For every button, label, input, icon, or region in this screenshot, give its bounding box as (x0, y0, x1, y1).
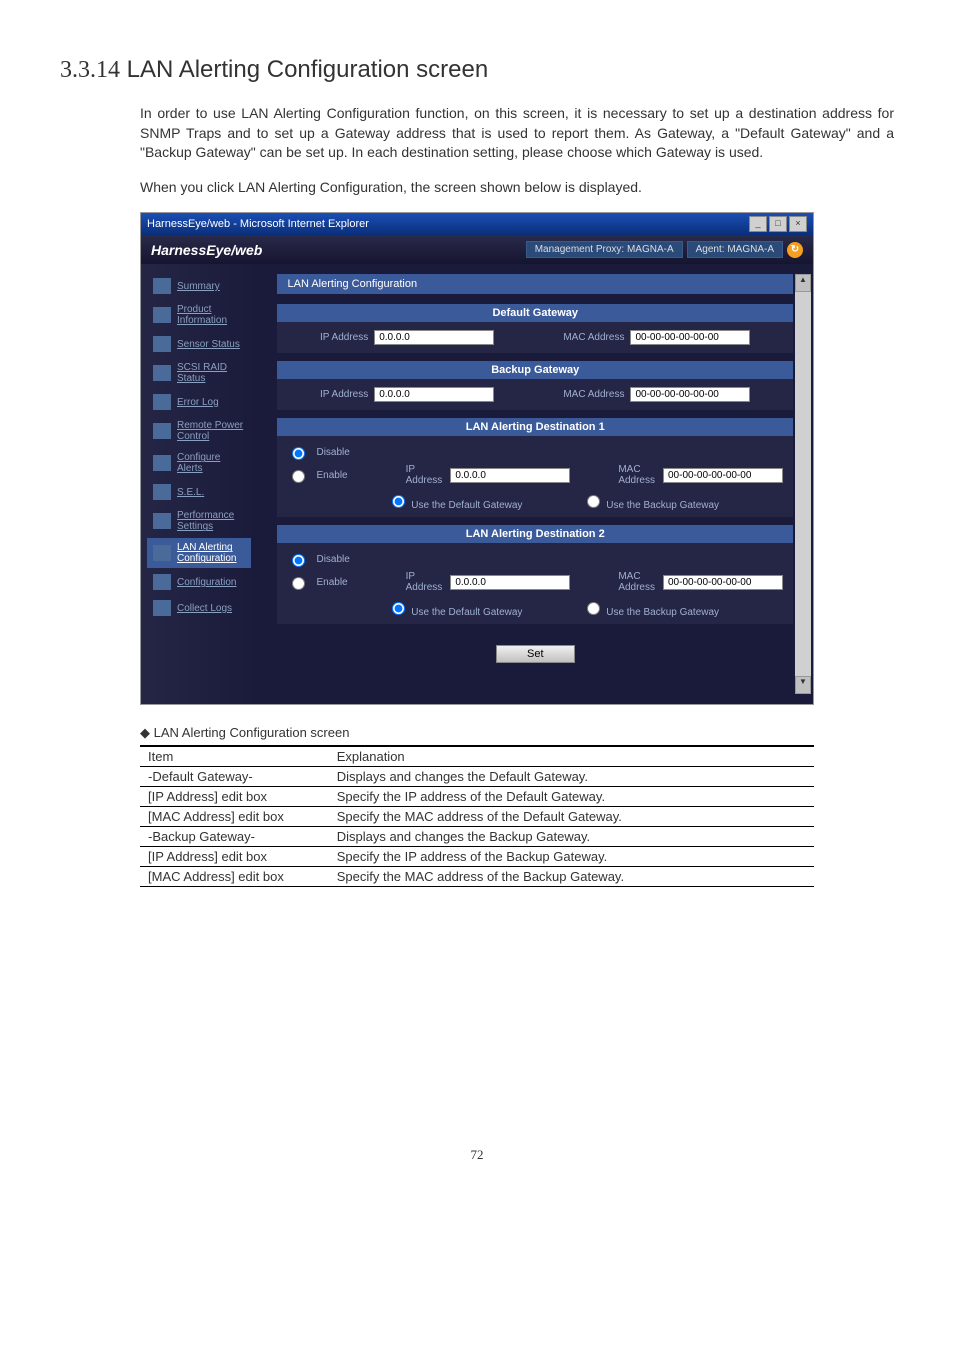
sidebar: Summary Product Information Sensor Statu… (141, 264, 257, 704)
configure-icon (153, 455, 171, 471)
default-ip-input[interactable] (374, 330, 494, 345)
table-row: [IP Address] edit boxSpecify the IP addr… (140, 847, 814, 867)
set-button[interactable]: Set (496, 645, 575, 663)
close-button[interactable]: × (789, 216, 807, 232)
sidebar-item-lan[interactable]: LAN Alerting Configuration (147, 538, 251, 568)
table-caption: ◆ LAN Alerting Configuration screen (140, 725, 814, 741)
table-row: [IP Address] edit boxSpecify the IP addr… (140, 787, 814, 807)
sensor-icon (153, 336, 171, 352)
dest2-use-backup-radio[interactable] (587, 602, 600, 615)
sidebar-item-remote[interactable]: Remote Power Control (147, 416, 251, 446)
default-gateway-header: Default Gateway (277, 304, 793, 322)
dest1-enable-radio[interactable] (292, 470, 305, 483)
sidebar-item-configure[interactable]: Configure Alerts (147, 448, 251, 478)
dest2-ip-input[interactable] (450, 575, 570, 590)
lan-icon (153, 545, 171, 561)
ip-label: IP Address (406, 464, 443, 486)
remote-icon (153, 423, 171, 439)
disable-label: Disable (316, 554, 349, 565)
dest1-use-default-radio[interactable] (392, 495, 405, 508)
section-number: 3.3.14 (60, 57, 120, 83)
page-heading: 3.3.14 LAN Alerting Configuration screen (60, 56, 894, 84)
ip-label: IP Address (406, 571, 443, 593)
sidebar-item-error[interactable]: Error Log (147, 390, 251, 414)
app-header: HarnessEye/web Management Proxy: MAGNA-A… (141, 235, 813, 264)
dest1-disable-radio[interactable] (292, 447, 305, 460)
summary-icon (153, 278, 171, 294)
scsi-icon (153, 365, 171, 381)
agent-label: Agent: MAGNA-A (687, 241, 783, 258)
sidebar-item-sensor[interactable]: Sensor Status (147, 332, 251, 356)
titlebar: HarnessEye/web - Microsoft Internet Expl… (141, 213, 813, 235)
table-row: -Backup Gateway-Displays and changes the… (140, 827, 814, 847)
backup-gateway-header: Backup Gateway (277, 361, 793, 379)
table-row: [MAC Address] edit boxSpecify the MAC ad… (140, 807, 814, 827)
error-icon (153, 394, 171, 410)
dest2-use-default-radio[interactable] (392, 602, 405, 615)
disable-label: Disable (316, 447, 349, 458)
window-title: HarnessEye/web - Microsoft Internet Expl… (147, 218, 369, 230)
sidebar-item-scsi[interactable]: SCSI RAID Status (147, 358, 251, 388)
mac-label: MAC Address (563, 332, 624, 343)
sidebar-item-product[interactable]: Product Information (147, 300, 251, 330)
config-table: Item Explanation -Default Gateway-Displa… (140, 745, 814, 887)
dest1-header: LAN Alerting Destination 1 (277, 418, 793, 436)
sidebar-item-sel[interactable]: S.E.L. (147, 480, 251, 504)
panel-title: LAN Alerting Configuration (277, 274, 793, 294)
scrollbar[interactable]: ▲ ▼ (795, 274, 811, 694)
maximize-button[interactable]: □ (769, 216, 787, 232)
proxy-label: Management Proxy: MAGNA-A (526, 241, 683, 258)
table-row: -Default Gateway-Displays and changes th… (140, 767, 814, 787)
table-row: [MAC Address] edit boxSpecify the MAC ad… (140, 867, 814, 887)
intro-paragraph-2: When you click LAN Alerting Configuratio… (140, 178, 894, 198)
collect-icon (153, 600, 171, 616)
ip-label: IP Address (320, 332, 368, 343)
dest2-enable-radio[interactable] (292, 577, 305, 590)
refresh-icon[interactable]: ↻ (787, 242, 803, 258)
perf-icon (153, 513, 171, 529)
scroll-down-icon[interactable]: ▼ (795, 676, 811, 694)
dest1-mac-input[interactable] (663, 468, 783, 483)
default-mac-input[interactable] (630, 330, 750, 345)
browser-window: HarnessEye/web - Microsoft Internet Expl… (140, 212, 814, 705)
dest2-header: LAN Alerting Destination 2 (277, 525, 793, 543)
app-logo: HarnessEye/web (151, 242, 262, 258)
dest2-mac-input[interactable] (663, 575, 783, 590)
heading-title: LAN Alerting Configuration screen (127, 56, 489, 83)
mac-label: MAC Address (563, 389, 624, 400)
intro-paragraph-1: In order to use LAN Alerting Configurati… (140, 104, 894, 163)
main-panel: LAN Alerting Configuration Default Gatew… (257, 264, 813, 704)
backup-mac-input[interactable] (630, 387, 750, 402)
sel-icon (153, 484, 171, 500)
ip-label: IP Address (320, 389, 368, 400)
col-item: Item (140, 746, 329, 767)
sidebar-item-summary[interactable]: Summary (147, 274, 251, 298)
sidebar-item-collect[interactable]: Collect Logs (147, 596, 251, 620)
enable-label: Enable (316, 577, 347, 588)
col-explanation: Explanation (329, 746, 814, 767)
config-icon (153, 574, 171, 590)
mac-label: MAC Address (578, 571, 655, 593)
backup-ip-input[interactable] (374, 387, 494, 402)
page-number: 72 (60, 1147, 894, 1163)
dest2-disable-radio[interactable] (292, 554, 305, 567)
mac-label: MAC Address (578, 464, 655, 486)
enable-label: Enable (316, 470, 347, 481)
product-icon (153, 307, 171, 323)
dest1-use-backup-radio[interactable] (587, 495, 600, 508)
scroll-up-icon[interactable]: ▲ (795, 274, 811, 292)
minimize-button[interactable]: _ (749, 216, 767, 232)
dest1-ip-input[interactable] (450, 468, 570, 483)
sidebar-item-perf[interactable]: Performance Settings (147, 506, 251, 536)
sidebar-item-config[interactable]: Configuration (147, 570, 251, 594)
